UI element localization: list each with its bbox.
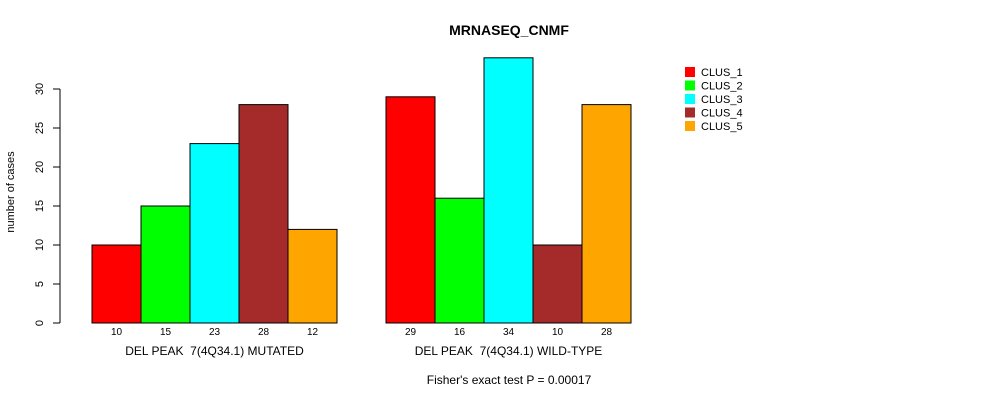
group-label: DEL PEAK 7(4Q34.1) MUTATED <box>125 344 304 358</box>
bar-count-label: 10 <box>552 327 564 338</box>
bar-clus-2 <box>434 197 485 324</box>
bars <box>91 57 632 324</box>
legend-label: CLUS_5 <box>701 121 743 133</box>
legend-label: CLUS_3 <box>701 94 743 106</box>
y-tick-label: 0 <box>34 320 46 326</box>
bar-count-label: 34 <box>503 327 515 338</box>
y-axis: 0 5 10 15 20 25 30 <box>34 83 61 326</box>
legend-swatch <box>685 67 695 77</box>
chart-title: MRNASEQ_CNMF <box>449 22 569 38</box>
legend-swatch <box>685 94 695 104</box>
bar-count-label: 16 <box>454 327 466 338</box>
bar-clus-3 <box>189 143 240 324</box>
bar-count-label: 12 <box>307 327 319 338</box>
y-tick-label: 15 <box>34 200 46 212</box>
legend-swatch <box>685 121 695 131</box>
fisher-test-note: Fisher's exact test P = 0.00017 <box>427 373 592 387</box>
y-tick-label: 30 <box>34 83 46 95</box>
y-tick-label: 5 <box>34 281 46 287</box>
group-labels: DEL PEAK 7(4Q34.1) MUTATED DEL PEAK 7(4Q3… <box>125 344 602 358</box>
legend-label: CLUS_1 <box>701 67 743 79</box>
bar-clus-5 <box>287 228 338 324</box>
bar-clus-4 <box>238 104 289 324</box>
y-axis-label: number of cases <box>5 151 17 233</box>
bar-clus-3 <box>483 57 534 324</box>
bar-clus-2 <box>140 205 191 324</box>
y-tick-label: 25 <box>34 122 46 134</box>
y-tick-label: 10 <box>34 239 46 251</box>
bar-clus-1 <box>91 244 142 324</box>
legend-swatch <box>685 107 695 118</box>
bar-clus-1 <box>385 96 436 324</box>
bar-count-label: 23 <box>209 327 221 338</box>
bar-count-label: 28 <box>601 327 613 338</box>
legend-label: CLUS_2 <box>701 81 743 93</box>
legend-label: CLUS_4 <box>701 108 743 120</box>
bar-count-label: 29 <box>405 327 417 338</box>
bar-clus-5 <box>581 104 632 324</box>
y-tick-label: 20 <box>34 161 46 173</box>
bar-count-label: 28 <box>258 327 270 338</box>
legend-swatch <box>685 80 695 91</box>
bar-count-label: 15 <box>160 327 172 338</box>
group-label: DEL PEAK 7(4Q34.1) WILD-TYPE <box>415 344 603 358</box>
bar-count-label: 10 <box>111 327 123 338</box>
bar-clus-4 <box>532 244 583 324</box>
value-labels: 10 15 23 28 12 29 16 34 10 28 <box>111 327 613 338</box>
